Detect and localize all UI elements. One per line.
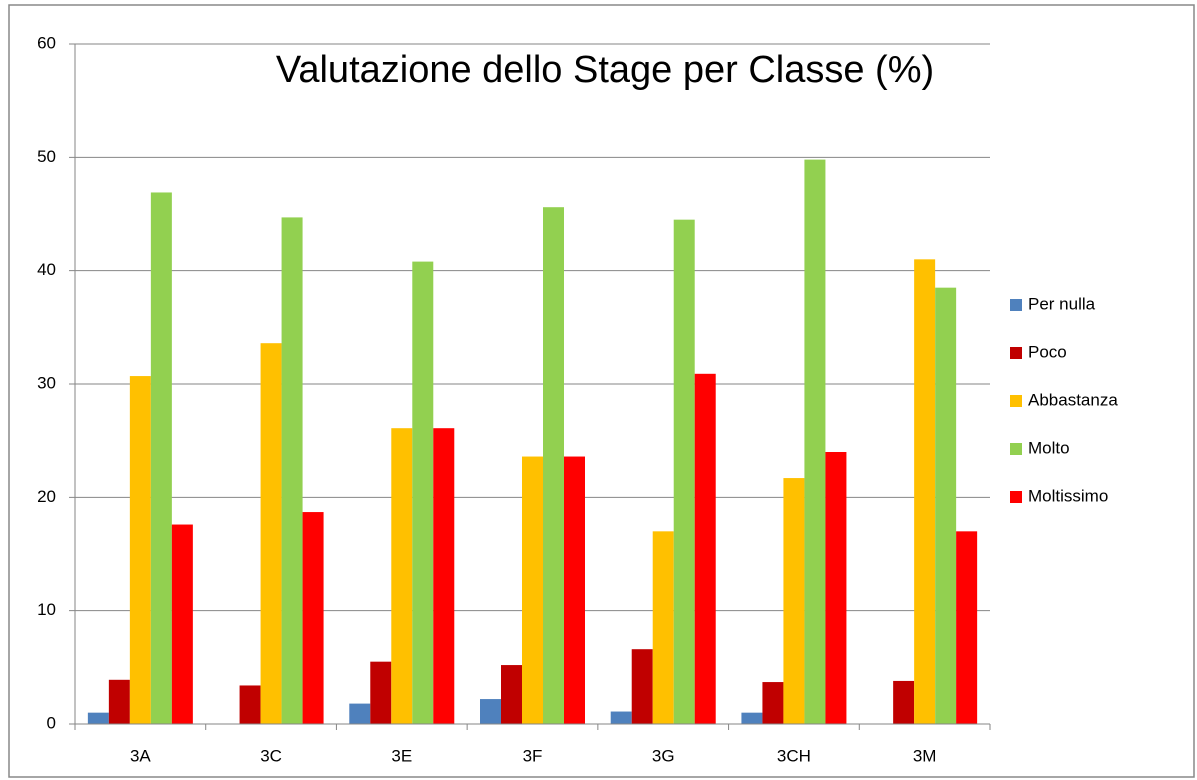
bar xyxy=(694,373,716,724)
legend-swatch xyxy=(1010,299,1022,311)
bar xyxy=(564,456,585,724)
bar xyxy=(412,261,434,724)
bar xyxy=(260,343,282,724)
x-tick-label: 3CH xyxy=(777,746,811,765)
x-tick-label: 3E xyxy=(391,746,412,765)
y-tick-label: 10 xyxy=(37,600,56,619)
x-tick-label: 3M xyxy=(913,746,937,765)
chart-title: Valutazione dello Stage per Classe (%) xyxy=(276,49,934,91)
legend-label: Abbastanza xyxy=(1028,390,1118,409)
legend-swatch xyxy=(1010,491,1022,503)
y-tick-label: 0 xyxy=(47,713,56,732)
bar xyxy=(87,712,109,724)
bar xyxy=(956,531,978,724)
bar xyxy=(893,680,915,724)
bar xyxy=(433,428,455,724)
bar xyxy=(480,699,501,724)
x-tick-label: 3G xyxy=(652,746,675,765)
legend-swatch xyxy=(1010,443,1022,455)
y-tick-label: 30 xyxy=(37,373,56,392)
bar xyxy=(522,456,543,724)
bar xyxy=(150,192,172,724)
legend-label: Molto xyxy=(1028,438,1070,457)
legend-swatch xyxy=(1010,395,1022,407)
x-tick-label: 3A xyxy=(130,746,151,765)
bar xyxy=(825,452,847,724)
x-tick-label: 3C xyxy=(260,746,282,765)
bar xyxy=(631,649,653,724)
bar xyxy=(349,703,371,724)
bar xyxy=(391,428,413,724)
y-tick-label: 40 xyxy=(37,260,56,279)
bar xyxy=(610,711,632,724)
bar xyxy=(501,665,522,724)
bar xyxy=(543,207,564,724)
bar xyxy=(673,219,695,724)
bar xyxy=(302,512,324,724)
bar xyxy=(652,531,674,724)
bar xyxy=(239,685,261,724)
bar xyxy=(129,376,151,724)
bar xyxy=(762,682,784,724)
y-tick-label: 20 xyxy=(37,487,56,506)
bar xyxy=(783,478,805,724)
y-tick-label: 60 xyxy=(37,33,56,52)
bar xyxy=(171,524,193,724)
legend-label: Poco xyxy=(1028,342,1067,361)
bar xyxy=(935,287,957,724)
y-tick-label: 50 xyxy=(37,147,56,166)
chart-frame xyxy=(8,4,1195,778)
bar xyxy=(804,159,826,725)
bar xyxy=(108,679,130,724)
bar xyxy=(914,259,936,724)
bar xyxy=(281,217,303,724)
legend-label: Moltissimo xyxy=(1028,486,1108,505)
x-tick-label: 3F xyxy=(523,746,543,765)
bar xyxy=(741,712,763,724)
bar xyxy=(370,661,392,724)
legend-swatch xyxy=(1010,347,1022,359)
legend-label: Per nulla xyxy=(1028,294,1096,313)
